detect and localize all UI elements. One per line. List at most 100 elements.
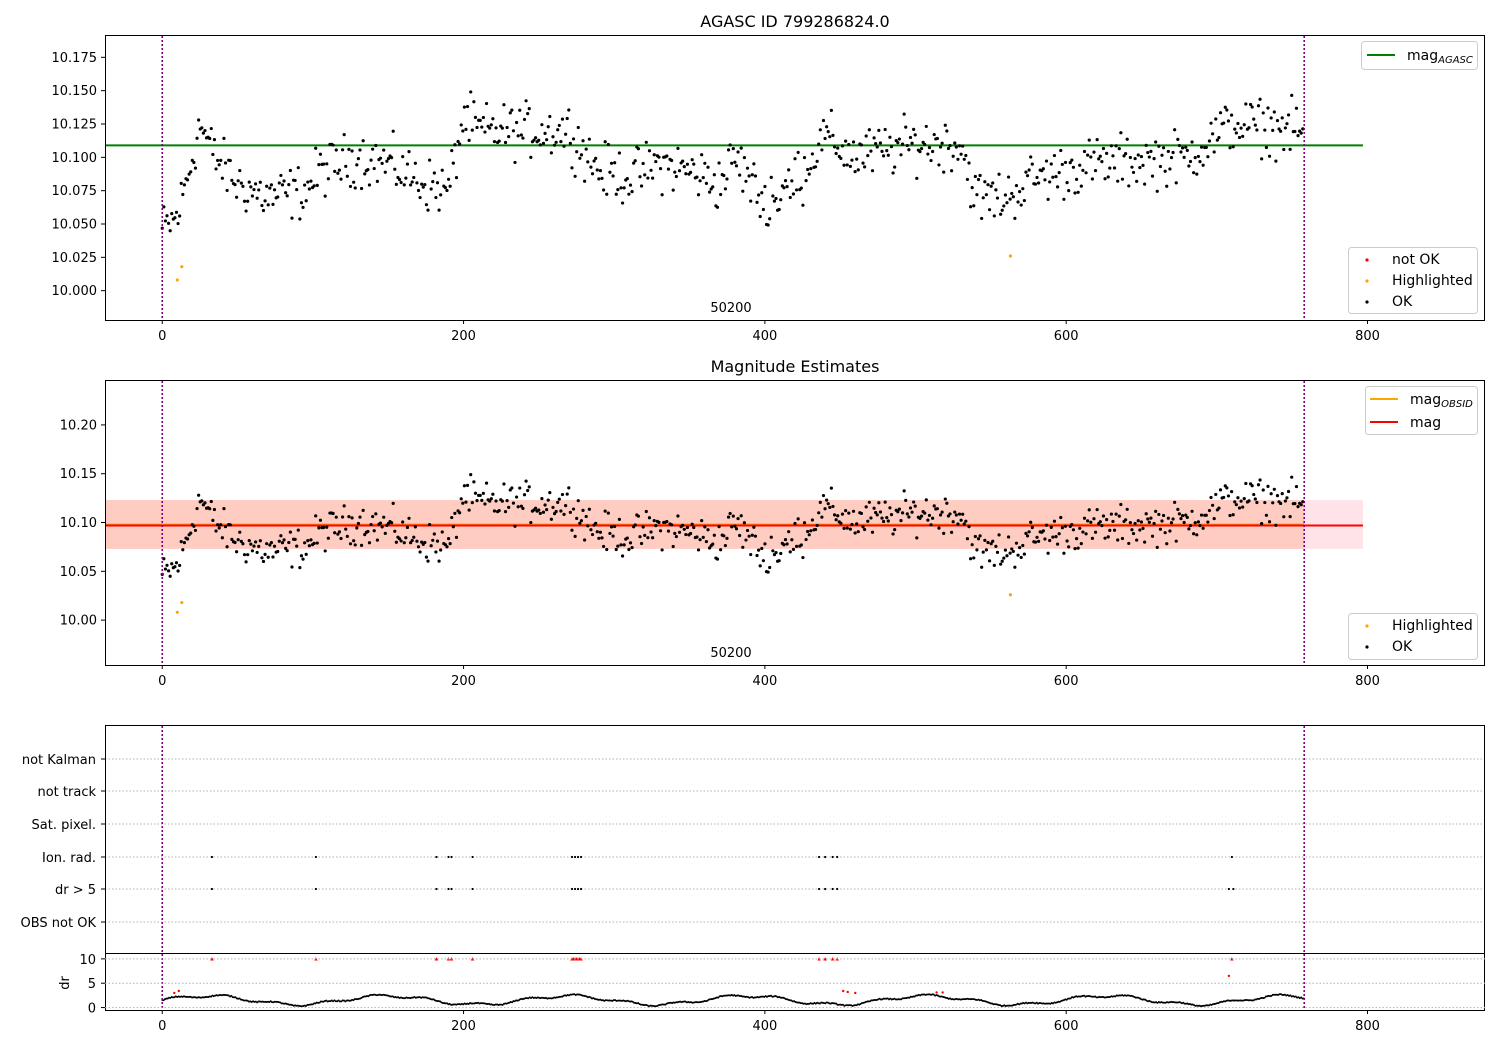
ok-point [189,531,193,535]
dr-y-tick-label: 10 [79,953,96,968]
ok-point [201,131,205,135]
ok-point [962,522,966,526]
ok-point [627,192,631,196]
dr-point [210,995,213,998]
ok-point [533,506,538,510]
ok-point [595,168,599,172]
ok-point [1177,512,1181,516]
ok-point [987,559,992,563]
ok-point [340,515,345,519]
ok-point [657,155,661,159]
ok-point [1165,542,1169,546]
ok-point [918,516,922,520]
y-tick-label: 10.00 [60,614,97,629]
ok-point [864,134,868,138]
ok-point [440,168,444,172]
ok-point [1089,155,1093,159]
ok-point [334,148,338,152]
ok-point [880,149,884,153]
ok-point [225,188,229,193]
ok-point [788,550,792,554]
ok-point [1120,536,1125,541]
ok-point [651,536,655,540]
ok-point [809,167,813,171]
ok-point [1098,520,1102,524]
ok-point [1090,536,1094,540]
ok-point [494,126,498,130]
plot-agasc-y-ticks: 10.000 10.025 10.050 10.075 10.100 10.125 10.1… [52,51,105,299]
ok-point [508,111,512,115]
ok-point [870,530,875,534]
ok-point [641,161,645,166]
ok-point [500,499,504,503]
ok-point [929,523,933,527]
ok-point [1059,515,1063,520]
ok-point [831,133,835,137]
ok-point [446,177,451,181]
ok-point [233,183,237,187]
ok-point [888,135,892,139]
ok-point [1122,154,1126,158]
ok-point [948,144,952,148]
ok-point [845,526,849,530]
ok-point [991,539,995,543]
ok-point [211,518,215,523]
ok-point [1207,508,1212,513]
ok-point [1180,146,1185,150]
ok-point [279,173,283,178]
ok-point [1081,530,1085,534]
ok-point [738,533,742,538]
ok-point [1041,529,1045,533]
ok-point [1076,190,1080,194]
ok-point [834,151,838,156]
ok-point [401,520,405,524]
dr-point [227,994,230,997]
ok-point [869,516,873,520]
category-label: OBS not OK [21,916,97,931]
ok-point [791,192,796,196]
plot-flags-data-layer [161,726,1306,1010]
ok-point [513,524,517,528]
ok-point [870,169,875,173]
ok-point [181,548,185,552]
ok-point [1051,175,1055,179]
ok-point [1275,118,1280,123]
ok-point [753,534,758,538]
ok-point [337,168,342,172]
ok-point [859,511,864,516]
ok-point [473,491,478,495]
ok-point [429,187,433,191]
ok-point [688,531,693,536]
ok-point [639,541,644,546]
ok-point [315,541,319,545]
ok-point [347,147,351,151]
ok-point [736,150,740,154]
ok-point [1290,475,1294,479]
ok-point [866,519,870,523]
ok-point [619,543,623,547]
dr-point [501,1003,504,1006]
ok-point [522,117,527,122]
ok-point [864,505,868,509]
ok-point [1196,520,1200,524]
x-tick-label: 600 [1054,674,1079,689]
ok-point [469,473,473,477]
ok-point [521,136,525,140]
ok-point [287,540,291,545]
ok-point [877,501,881,505]
ok-point [622,543,626,547]
ok-point [1033,182,1038,186]
ok-point [586,524,590,528]
ok-point [726,148,731,152]
ok-point [1211,503,1215,507]
ok-point [260,203,264,208]
ok-point [660,193,664,197]
dr-clipped-marker [1230,957,1234,961]
ok-point [494,499,498,503]
ok-point [345,174,349,178]
ok-point [1193,521,1197,525]
ok-point [1293,129,1297,134]
ok-point [703,525,707,529]
ok-point [606,511,610,515]
ok-point [676,146,680,150]
